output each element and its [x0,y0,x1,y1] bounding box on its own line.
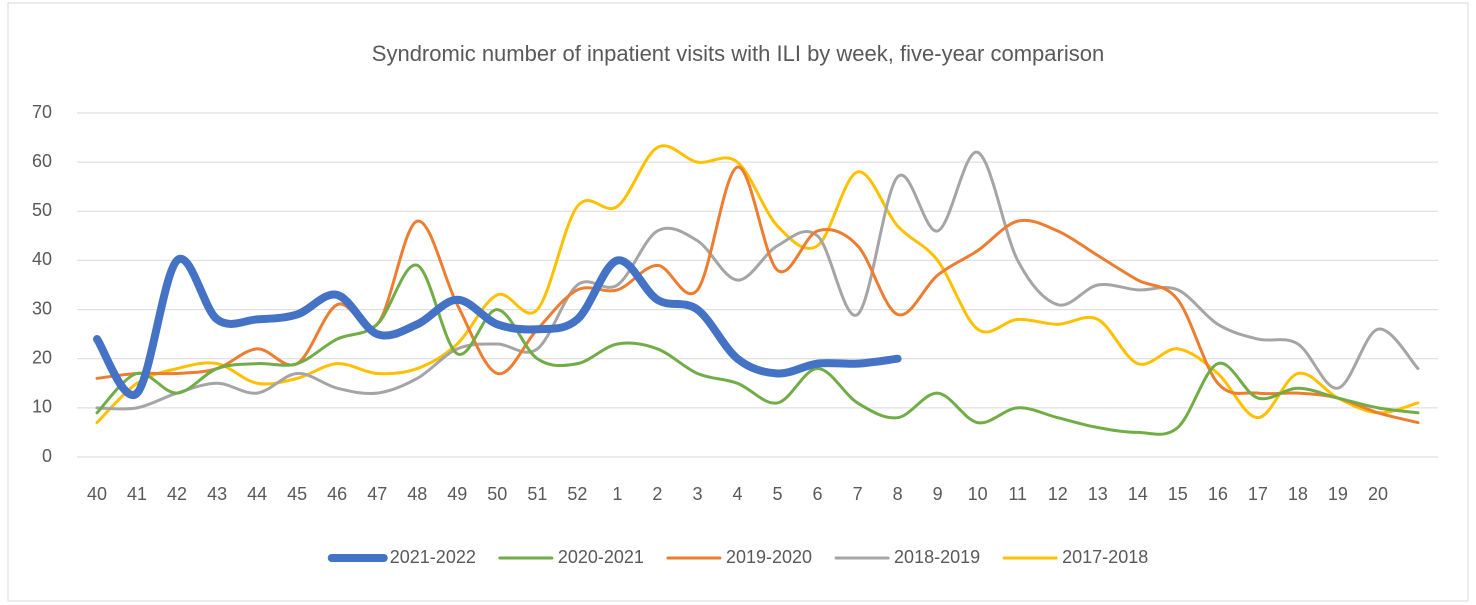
legend-label: 2019-2020 [726,547,812,567]
legend-label: 2018-2019 [894,547,980,567]
x-tick-label: 8 [893,484,903,504]
y-tick-label: 50 [32,200,52,220]
x-tick-label: 16 [1208,484,1228,504]
x-tick-label: 20 [1368,484,1388,504]
x-tick-label: 2 [652,484,662,504]
x-tick-label: 14 [1128,484,1148,504]
x-tick-label: 50 [487,484,507,504]
x-tick-label: 18 [1288,484,1308,504]
x-tick-label: 44 [247,484,267,504]
y-tick-label: 0 [42,446,52,466]
x-tick-label: 12 [1048,484,1068,504]
x-tick-label: 47 [367,484,387,504]
chart-title: Syndromic number of inpatient visits wit… [372,41,1104,66]
x-tick-label: 43 [207,484,227,504]
x-tick-label: 6 [813,484,823,504]
y-tick-label: 40 [32,249,52,269]
x-tick-label: 19 [1328,484,1348,504]
x-tick-label: 5 [773,484,783,504]
x-tick-label: 1 [612,484,622,504]
chart-border [7,2,1469,602]
x-tick-label: 3 [692,484,702,504]
x-tick-label: 11 [1008,484,1027,504]
x-tick-label: 9 [933,484,943,504]
x-tick-label: 10 [968,484,988,504]
series-line [95,165,1420,425]
y-tick-label: 10 [32,397,52,417]
series-line [93,254,902,400]
x-tick-label: 46 [327,484,347,504]
x-tick-label: 41 [127,484,147,504]
y-tick-label: 20 [32,347,52,367]
y-tick-label: 70 [32,102,52,122]
x-tick-label: 17 [1248,484,1268,504]
series-line [95,263,1420,436]
x-tick-label: 51 [527,484,547,504]
legend-label: 2020-2021 [558,547,644,567]
x-tick-label: 48 [407,484,427,504]
series-line [95,150,1420,411]
x-tick-label: 13 [1088,484,1108,504]
series-line [95,144,1420,425]
y-tick-label: 30 [32,298,52,318]
y-tick-label: 60 [32,151,52,171]
x-tick-label: 40 [87,484,107,504]
legend-label: 2021-2022 [390,547,476,567]
x-tick-label: 15 [1168,484,1188,504]
x-tick-label: 45 [287,484,307,504]
x-tick-label: 7 [853,484,863,504]
x-tick-label: 49 [447,484,467,504]
x-tick-label: 42 [167,484,187,504]
legend-label: 2017-2018 [1062,547,1148,567]
x-tick-label: 52 [567,484,587,504]
x-tick-label: 4 [732,484,742,504]
